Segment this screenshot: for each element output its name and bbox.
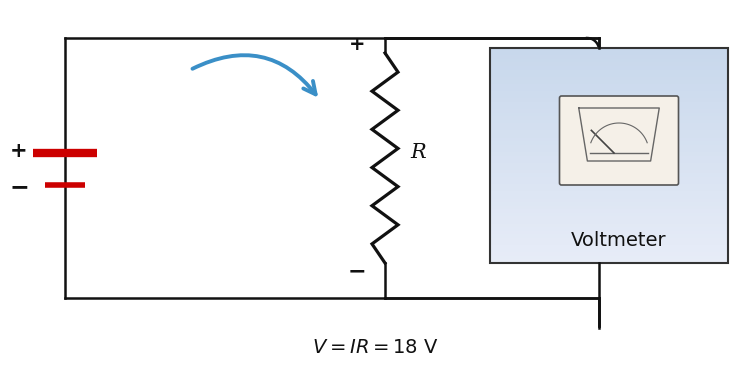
Bar (490, 184, 728, 188)
Bar (490, 213, 728, 217)
Bar (490, 66, 728, 70)
Bar (490, 123, 728, 127)
Bar (490, 51, 728, 56)
Bar (490, 48, 728, 52)
Text: Voltmeter: Voltmeter (572, 231, 667, 251)
Bar (490, 159, 728, 163)
FancyBboxPatch shape (560, 96, 679, 185)
Bar (490, 116, 728, 120)
Bar (490, 105, 728, 109)
Bar (490, 245, 728, 249)
Bar (490, 94, 728, 99)
Bar (490, 206, 728, 210)
Bar (490, 198, 728, 203)
Bar (490, 102, 728, 106)
Bar (490, 227, 728, 231)
Text: R: R (410, 144, 426, 163)
Bar (490, 252, 728, 256)
Bar (490, 145, 728, 149)
Bar (490, 138, 728, 142)
Bar (490, 84, 728, 88)
Bar (490, 87, 728, 91)
Bar (490, 170, 728, 174)
Bar (490, 259, 728, 263)
Bar (490, 202, 728, 206)
Bar (490, 113, 728, 116)
Bar (490, 217, 728, 220)
Bar (490, 242, 728, 246)
Bar (490, 209, 728, 213)
Bar (490, 181, 728, 185)
Bar (490, 195, 728, 199)
Bar (490, 152, 728, 156)
Bar (490, 130, 728, 135)
Bar (490, 70, 728, 74)
Bar (490, 256, 728, 260)
Text: +: + (10, 141, 28, 161)
Bar (490, 177, 728, 181)
Bar (490, 120, 728, 124)
Text: +: + (349, 36, 365, 54)
Bar (490, 148, 728, 152)
Bar (490, 188, 728, 192)
Bar (490, 166, 728, 170)
Text: −: − (348, 261, 366, 281)
Bar (490, 62, 728, 67)
Bar (490, 163, 728, 167)
Bar (490, 59, 728, 63)
Bar (490, 234, 728, 239)
Bar (490, 191, 728, 195)
Bar (490, 80, 728, 84)
Bar (490, 174, 728, 178)
Bar (490, 134, 728, 138)
Bar (490, 98, 728, 102)
Bar (490, 155, 728, 160)
Bar (490, 223, 728, 228)
Bar (490, 91, 728, 95)
Bar (490, 141, 728, 145)
Bar (490, 231, 728, 235)
Bar (490, 220, 728, 224)
Bar (490, 77, 728, 81)
Bar (490, 127, 728, 131)
Text: −: − (9, 175, 28, 199)
Bar (490, 109, 728, 113)
Bar (490, 55, 728, 59)
Text: $V = IR = 18\ \mathrm{V}$: $V = IR = 18\ \mathrm{V}$ (311, 339, 439, 357)
Bar (490, 73, 728, 77)
Bar (490, 238, 728, 242)
Bar (490, 249, 728, 253)
